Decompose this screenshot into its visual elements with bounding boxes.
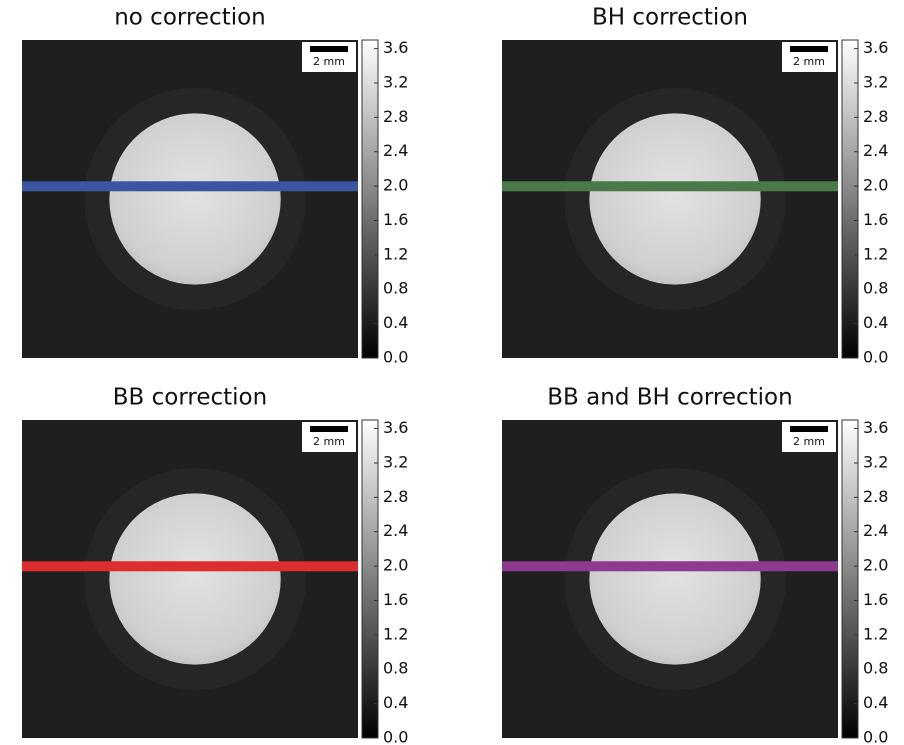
colorbar-tick-label: 2.8 — [863, 487, 888, 506]
panel: BB correction 2 mm 0.0 0.4 0.8 1.2 1.6 2.0 2.4 2.… — [22, 385, 408, 745]
colorbar-tick-label: 2.4 — [383, 141, 408, 160]
profile-line — [502, 561, 838, 571]
colorbar-tick-label: 2.8 — [383, 487, 408, 506]
colorbar-tick-label: 3.6 — [863, 38, 888, 57]
sample-disk — [109, 493, 280, 664]
colorbar-tick-label: 2.0 — [383, 556, 408, 575]
colorbar-tick-label: 0.8 — [383, 279, 408, 298]
scale-bar — [790, 46, 828, 52]
scale-bar — [790, 426, 828, 432]
colorbar-tick-label: 0.8 — [863, 279, 888, 298]
colorbar-tick-label: 3.2 — [383, 72, 408, 91]
scale-bar-label: 2 mm — [793, 55, 825, 68]
colorbar-tick-label: 0.4 — [383, 313, 408, 332]
colorbar-tick-label: 1.2 — [383, 624, 408, 643]
colorbar-tick-label: 0.8 — [863, 659, 888, 678]
panel-title: BB and BH correction — [547, 385, 792, 411]
scale-bar-label: 2 mm — [313, 435, 345, 448]
colorbar-tick-label: 0.0 — [383, 728, 408, 745]
scale-bar-label: 2 mm — [793, 435, 825, 448]
colorbar-tick-label: 1.2 — [863, 244, 888, 263]
profile-line — [22, 561, 358, 571]
colorbar-tick-label: 2.0 — [863, 556, 888, 575]
colorbar-tick-label: 2.8 — [863, 107, 888, 126]
colorbar-tick-label: 2.8 — [383, 107, 408, 126]
colorbar — [842, 40, 858, 358]
colorbar-tick-label: 3.6 — [383, 38, 408, 57]
colorbar-tick-label: 1.6 — [383, 590, 408, 609]
sample-disk — [589, 493, 760, 664]
colorbar-tick-label: 3.2 — [383, 452, 408, 471]
colorbar-tick-label: 1.6 — [863, 590, 888, 609]
profile-line — [502, 181, 838, 191]
colorbar-tick-label: 1.2 — [863, 624, 888, 643]
colorbar-tick-label: 0.4 — [383, 693, 408, 712]
colorbar-tick-label: 0.0 — [863, 348, 888, 367]
colorbar-tick-label: 3.2 — [863, 452, 888, 471]
panel-title: BB correction — [113, 385, 267, 411]
panel: BH correction 2 mm 0.0 0.4 0.8 1.2 1.6 2.0 2.4 2.… — [502, 5, 888, 367]
colorbar-tick-label: 0.8 — [383, 659, 408, 678]
colorbar-tick-label: 2.0 — [863, 176, 888, 195]
colorbar-tick-label: 0.0 — [383, 348, 408, 367]
colorbar-tick-label: 2.4 — [383, 521, 408, 540]
colorbar — [842, 420, 858, 738]
panel-title: BH correction — [592, 5, 748, 31]
colorbar-tick-label: 3.2 — [863, 72, 888, 91]
colorbar-tick-label: 2.0 — [383, 176, 408, 195]
colorbar-tick-label: 1.6 — [383, 210, 408, 229]
colorbar-tick-label: 2.4 — [863, 521, 888, 540]
colorbar-tick-label: 1.2 — [383, 244, 408, 263]
colorbar-tick-label: 0.4 — [863, 693, 888, 712]
sample-disk — [109, 113, 280, 284]
colorbar — [362, 40, 378, 358]
colorbar-tick-label: 1.6 — [863, 210, 888, 229]
profile-line — [22, 181, 358, 191]
panel: BB and BH correction 2 mm 0.0 0.4 0.8 1.2 1.6 2… — [502, 385, 888, 745]
sample-disk — [589, 113, 760, 284]
colorbar-tick-label: 2.4 — [863, 141, 888, 160]
panel: no correction 2 mm 0.0 0.4 0.8 1.2 1.6 2.0 2.4 2.… — [22, 5, 408, 367]
scale-bar-label: 2 mm — [313, 55, 345, 68]
colorbar-tick-label: 0.4 — [863, 313, 888, 332]
scale-bar — [310, 46, 348, 52]
panel-title: no correction — [114, 5, 266, 31]
colorbar — [362, 420, 378, 738]
colorbar-tick-label: 0.0 — [863, 728, 888, 745]
colorbar-tick-label: 3.6 — [863, 418, 888, 437]
figure: no correction 2 mm 0.0 0.4 0.8 1.2 1.6 2.0 2.4 2.… — [0, 0, 904, 745]
scale-bar — [310, 426, 348, 432]
colorbar-tick-label: 3.6 — [383, 418, 408, 437]
